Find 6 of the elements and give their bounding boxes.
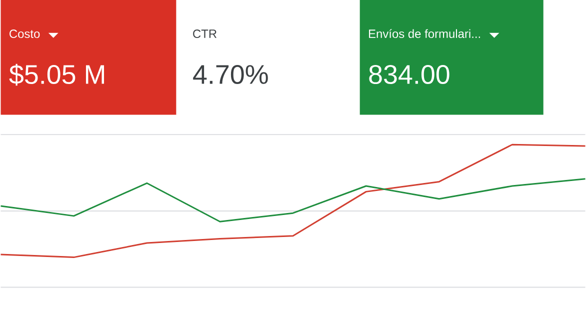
text: 834.00 xyxy=(369,64,450,84)
text: Envíos de formulari... xyxy=(369,29,480,38)
text: $5.05 M xyxy=(9,64,104,86)
text: 4.70% xyxy=(193,64,268,84)
text: CTR xyxy=(193,29,217,38)
text: Costo xyxy=(10,29,40,38)
